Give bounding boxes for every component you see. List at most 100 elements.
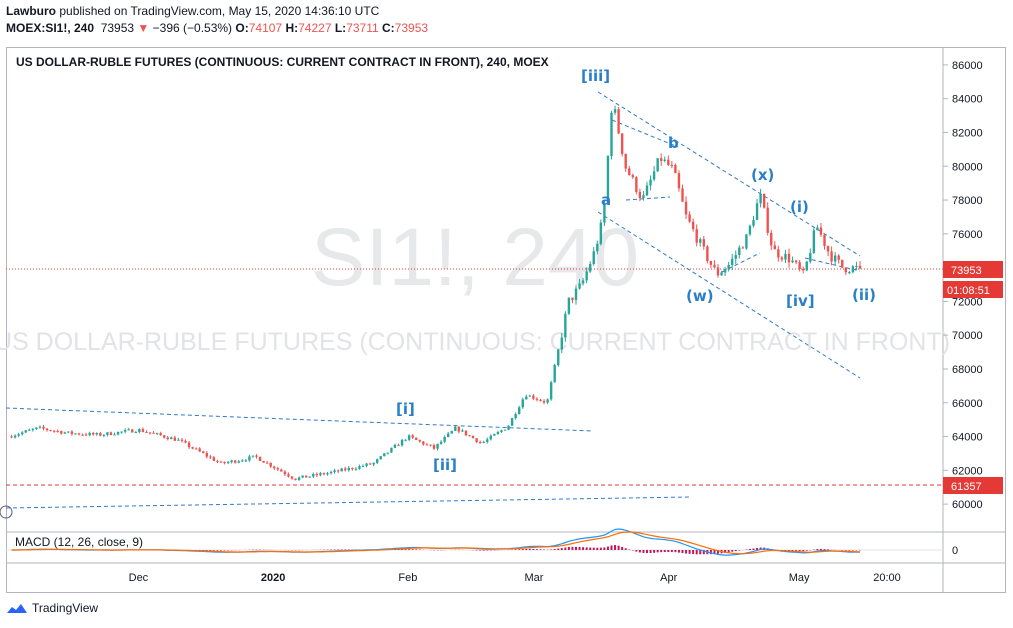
publisher-name[interactable]: Lawburo — [6, 4, 56, 18]
candle — [816, 224, 819, 231]
candle — [134, 430, 137, 434]
wave-label-i: [i] — [396, 400, 415, 418]
candle — [684, 196, 688, 220]
lower-channel-trendline — [597, 211, 861, 379]
candle — [400, 438, 404, 447]
candle — [308, 476, 311, 478]
candle — [716, 264, 720, 278]
y-tick-label: 70000 — [952, 330, 983, 342]
candle — [77, 432, 81, 436]
candle — [393, 443, 397, 449]
candle — [365, 463, 368, 468]
upper-base-trendline — [5, 407, 594, 432]
candle — [184, 439, 187, 444]
candle — [731, 253, 734, 271]
candle — [819, 223, 823, 238]
candle — [358, 464, 361, 470]
candle — [148, 432, 152, 435]
symbol-label: MOEX:SI1!, 240 — [6, 21, 95, 35]
candle — [265, 460, 269, 464]
candle — [539, 398, 542, 402]
y-tick-label: 66000 — [952, 398, 983, 410]
wave-label-x: (x) — [751, 166, 774, 184]
candle — [159, 431, 162, 436]
published-text: published on TradingView.com, May 15, 20… — [59, 4, 380, 18]
candle — [74, 433, 77, 435]
footer-brand[interactable]: TradingView — [32, 601, 99, 615]
candle — [219, 460, 223, 463]
candle — [407, 434, 411, 441]
candle — [138, 428, 141, 434]
candle — [397, 443, 400, 446]
candle — [92, 431, 95, 436]
candle — [830, 246, 833, 266]
candle — [549, 380, 553, 401]
candle — [489, 434, 492, 441]
open-label: O: — [235, 21, 249, 35]
candle — [447, 431, 450, 438]
wave-b-trendline — [611, 119, 679, 148]
candle — [49, 429, 52, 432]
candle — [802, 266, 805, 274]
watermark-symbol: SI1!, 240 — [311, 212, 639, 303]
x-tick-label: Dec — [129, 572, 149, 584]
trendlines[interactable] — [5, 91, 861, 509]
candle — [84, 432, 88, 437]
candle — [691, 218, 695, 232]
y-tick-label: 60000 — [952, 499, 983, 511]
candle — [255, 454, 258, 459]
candle — [695, 224, 698, 247]
candle — [741, 245, 745, 249]
candle — [791, 256, 794, 264]
candle — [518, 405, 521, 415]
candle — [422, 441, 425, 446]
candle — [677, 170, 681, 192]
y-tick-label: 80000 — [952, 161, 983, 173]
wave-label-ii: [ii] — [433, 456, 457, 474]
candle — [131, 428, 134, 433]
x-tick-label: Feb — [398, 572, 417, 584]
candle — [585, 267, 588, 284]
candle — [766, 202, 769, 236]
candle — [436, 443, 439, 451]
candle — [21, 431, 24, 436]
x-axis[interactable]: Dec 2020 Feb Mar Apr May 20:00 — [129, 572, 901, 584]
candle — [120, 431, 123, 434]
macd-pane[interactable] — [6, 528, 943, 556]
candle — [70, 430, 74, 436]
candle — [738, 245, 741, 259]
tradingview-logo-icon[interactable] — [6, 601, 28, 615]
candle — [283, 469, 287, 477]
macd-label: MACD (12, 26, close, 9) — [15, 535, 143, 549]
candle — [670, 161, 674, 169]
candle — [482, 440, 485, 444]
candle — [13, 434, 17, 439]
candle — [652, 166, 656, 182]
candle — [443, 435, 446, 444]
quote-line: MOEX:SI1!, 240 73953 ▼ −396 (−0.53%) O:7… — [6, 21, 428, 35]
upper-channel-trendline — [597, 91, 861, 257]
candle — [510, 417, 514, 426]
scroll-handle-icon[interactable] — [0, 505, 13, 519]
y-tick-label: 72000 — [952, 296, 983, 308]
candle — [262, 460, 265, 463]
high-value: 74227 — [298, 21, 332, 35]
y-tick-label: 82000 — [952, 127, 983, 139]
candle — [720, 270, 723, 276]
candle — [226, 461, 230, 465]
candle — [312, 472, 315, 479]
candle — [251, 455, 255, 458]
wave-ii-trendline — [804, 257, 861, 272]
chart-frame[interactable] — [6, 47, 1006, 593]
candle — [784, 250, 787, 263]
candle — [415, 437, 418, 441]
candle — [216, 459, 219, 464]
candle — [234, 459, 237, 464]
price-change: −396 (−0.53%) — [152, 21, 233, 35]
candle — [258, 456, 262, 462]
candle — [28, 428, 31, 431]
last-price: 73953 — [100, 21, 135, 35]
candle — [546, 398, 549, 405]
candle — [656, 157, 659, 172]
